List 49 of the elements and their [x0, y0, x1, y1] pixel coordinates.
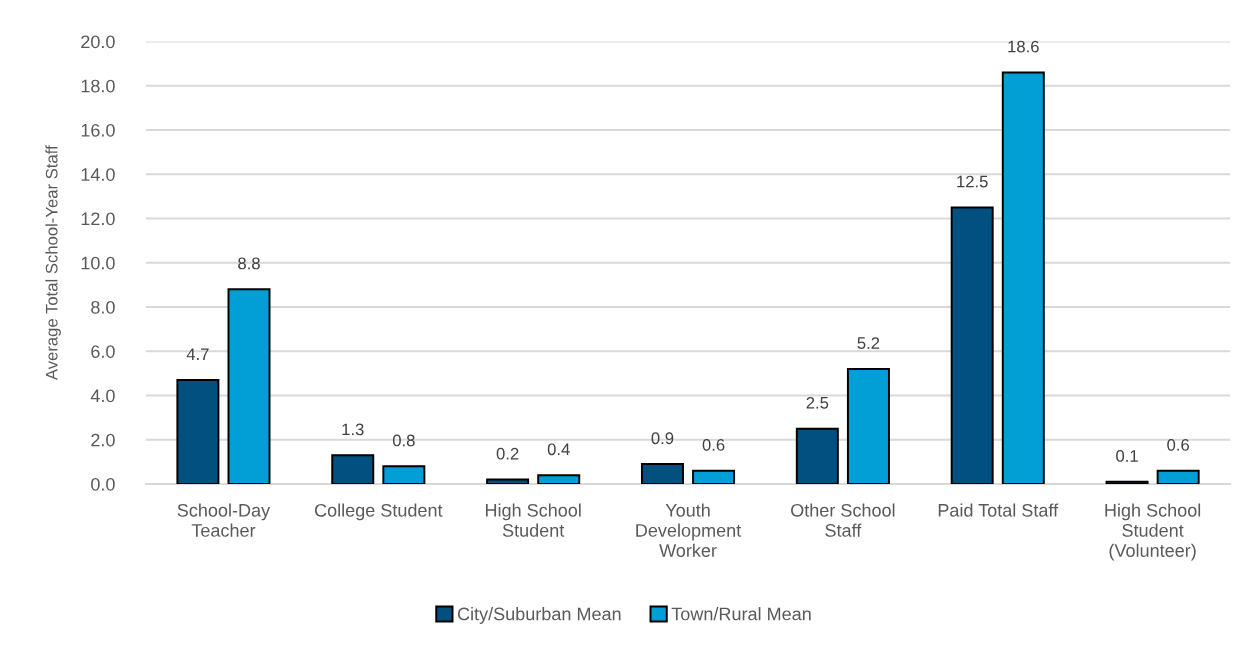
y-tick-label: 16.0: [81, 123, 115, 137]
data-label: 5.2: [857, 337, 880, 349]
data-label: 0.1: [1116, 450, 1138, 462]
data-label: 0.9: [651, 432, 674, 445]
y-tick-label: 0.0: [91, 477, 115, 491]
data-label: 1.3: [342, 423, 364, 436]
data-label: 12.5: [957, 175, 988, 188]
data-label: 0.6: [702, 438, 725, 451]
bar: [1105, 480, 1149, 485]
y-axis-title: Average Total School-Year Staff: [45, 145, 61, 381]
bar: [640, 463, 684, 485]
legend-label: City/Suburban Mean: [457, 607, 621, 624]
bar: [176, 379, 220, 485]
y-tick-label: 18.0: [81, 79, 115, 93]
legend-label: Town/Rural Mean: [671, 607, 811, 621]
bar: [950, 206, 994, 485]
x-tick-label: School-Day Teacher: [177, 503, 271, 537]
y-tick-label: 8.0: [91, 300, 115, 314]
y-tick-label: 2.0: [91, 433, 115, 447]
bar: [692, 469, 736, 485]
bar: [227, 288, 271, 485]
y-tick-label: 6.0: [91, 345, 115, 358]
data-label: 8.8: [238, 257, 260, 270]
data-label: 4.7: [186, 348, 209, 360]
x-tick-label: College Student: [314, 503, 443, 521]
y-tick-label: 20.0: [81, 35, 115, 49]
data-label: 18.6: [1008, 40, 1039, 53]
bar: [1156, 469, 1200, 485]
bar: [537, 474, 581, 485]
bar: [1001, 71, 1045, 485]
bar: [486, 478, 530, 485]
y-tick-label: 10.0: [81, 256, 115, 270]
bar: [331, 454, 375, 485]
data-label: 0.6: [1167, 438, 1189, 451]
x-tick-label: Other School Staff: [791, 503, 895, 537]
y-tick-label: 14.0: [81, 168, 115, 181]
data-label: 2.5: [806, 396, 829, 409]
data-label: 0.8: [392, 434, 415, 447]
y-tick-label: 4.0: [90, 389, 115, 403]
data-label: 0.2: [496, 447, 519, 460]
data-label: 0.4: [547, 443, 570, 456]
bar: [795, 427, 839, 485]
x-tick-label: Paid Total Staff: [938, 503, 1059, 517]
x-tick-label: High School Student (Volunteer): [1105, 503, 1201, 561]
bar: [846, 367, 890, 485]
x-tick-label: Youth Development Worker: [636, 503, 742, 557]
y-tick-label: 12.0: [81, 212, 115, 226]
bar: [382, 465, 426, 485]
x-tick-label: High School Student: [485, 503, 581, 537]
